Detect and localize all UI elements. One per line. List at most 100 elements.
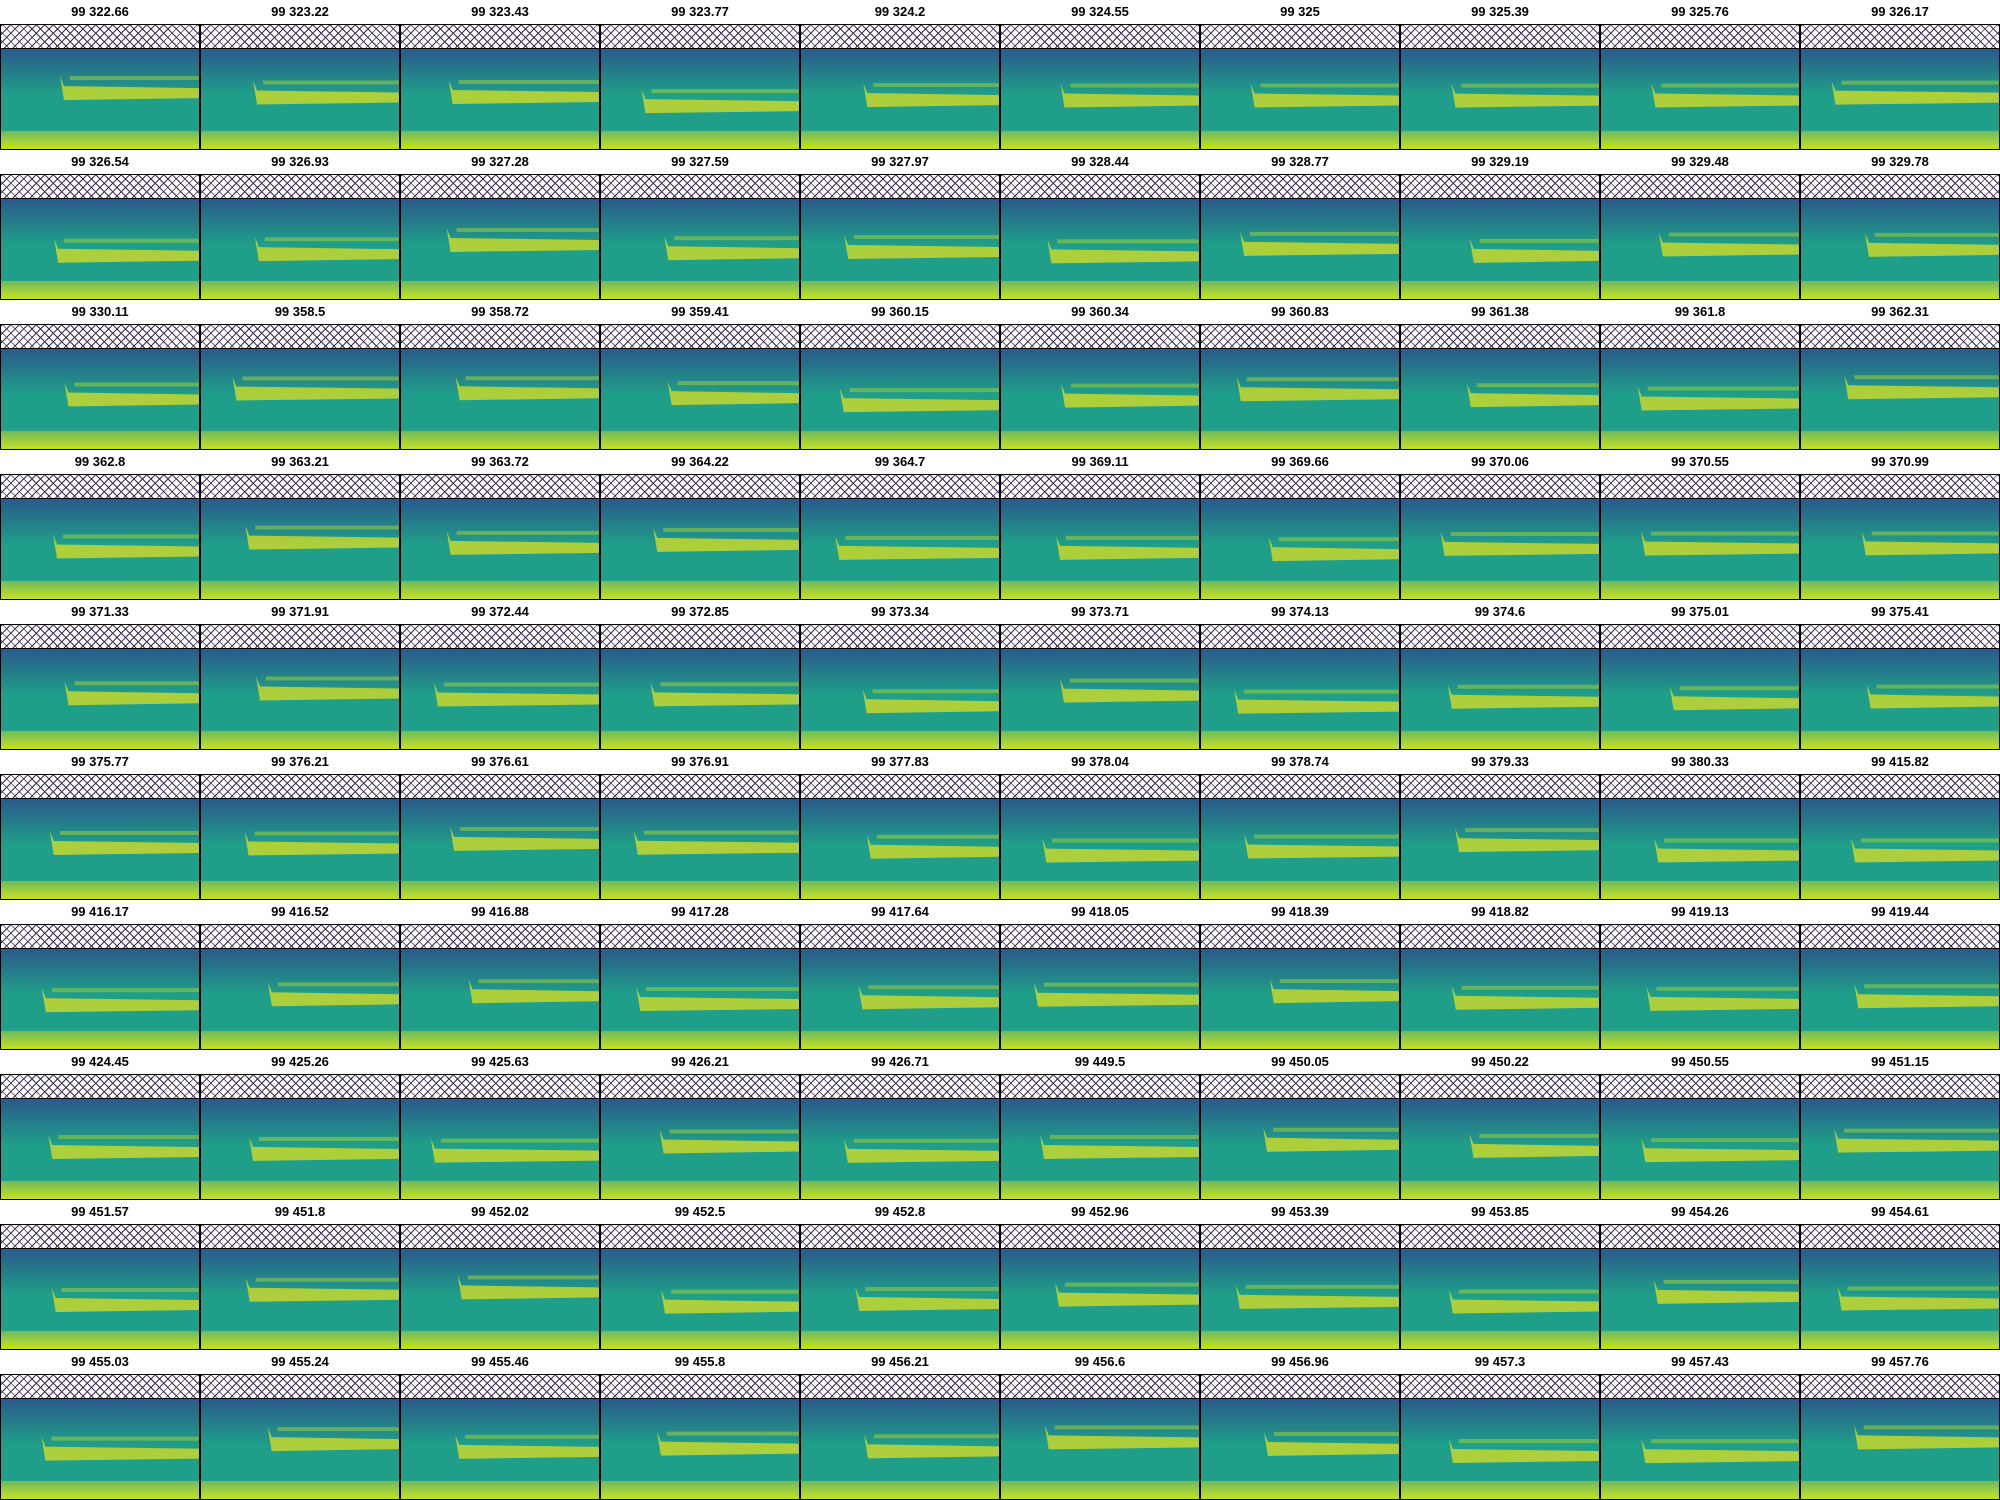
tile-label: 99 379.33 [1471,754,1529,769]
tile-label: 99 450.55 [1671,1054,1729,1069]
spectrogram-image [0,49,200,150]
spectrogram-image [600,949,800,1050]
tile-label: 99 416.88 [471,904,529,919]
hatched-annotation-band [200,774,400,799]
tile-label: 99 377.83 [871,754,929,769]
spectrogram-image [800,349,1000,450]
hatched-annotation-band [1800,1074,2000,1099]
spectrogram-image [1600,949,1800,1050]
spectrogram-image [400,199,600,300]
spectrogram-image [1800,949,2000,1050]
tile-label: 99 453.85 [1471,1204,1529,1219]
tile-label: 99 455.24 [271,1354,329,1369]
hatched-annotation-band [800,774,1000,799]
spectrogram-image [1200,949,1400,1050]
tile-label: 99 370.06 [1471,454,1529,469]
tile-label: 99 452.02 [471,1204,529,1219]
hatched-annotation-band [1200,1074,1400,1099]
spectrogram-tile: 99 323.22 [200,0,400,150]
hatched-annotation-band [400,324,600,349]
spectrogram-image [200,199,400,300]
tile-label: 99 322.66 [71,4,129,19]
hatched-annotation-band [1200,774,1400,799]
tile-label: 99 425.63 [471,1054,529,1069]
spectrogram-image [0,799,200,900]
hatched-annotation-band [200,1374,400,1399]
spectrogram-image [400,1399,600,1500]
tile-label: 99 375.41 [1871,604,1929,619]
spectrogram-image [1400,649,1600,750]
hatched-annotation-band [400,474,600,499]
spectrogram-image [1000,1099,1200,1200]
spectrogram-tile: 99 451.15 [1800,1050,2000,1200]
tile-label: 99 454.26 [1671,1204,1729,1219]
spectrogram-image [1000,349,1200,450]
hatched-annotation-band [800,24,1000,49]
spectrogram-tile: 99 323.77 [600,0,800,150]
hatched-annotation-band [1000,324,1200,349]
spectrogram-tile: 99 376.61 [400,750,600,900]
hatched-annotation-band [1400,1374,1600,1399]
hatched-annotation-band [1400,1074,1600,1099]
spectrogram-tile: 99 456.21 [800,1350,1000,1500]
hatched-annotation-band [1000,24,1200,49]
tile-label: 99 418.39 [1271,904,1329,919]
hatched-annotation-band [400,1374,600,1399]
hatched-annotation-band [400,24,600,49]
hatched-annotation-band [0,774,200,799]
spectrogram-image [0,1249,200,1350]
spectrogram-image [400,49,600,150]
spectrogram-image [600,49,800,150]
spectrogram-image [1200,1249,1400,1350]
hatched-annotation-band [1200,924,1400,949]
spectrogram-tile: 99 374.6 [1400,600,1600,750]
hatched-annotation-band [1400,774,1600,799]
hatched-annotation-band [1600,474,1800,499]
spectrogram-image [600,349,800,450]
spectrogram-tile: 99 329.78 [1800,150,2000,300]
tile-label: 99 457.43 [1671,1354,1729,1369]
hatched-annotation-band [1800,924,2000,949]
spectrogram-image [1000,1249,1200,1350]
tile-label: 99 324.2 [874,4,926,19]
tile-label: 99 452.5 [674,1204,726,1219]
spectrogram-tile: 99 361.8 [1600,300,1800,450]
spectrogram-tile: 99 376.91 [600,750,800,900]
spectrogram-image [1200,1399,1400,1500]
tile-label: 99 323.22 [271,4,329,19]
hatched-annotation-band [1200,1374,1400,1399]
tile-label: 99 456.96 [1271,1354,1329,1369]
spectrogram-image [1400,949,1600,1050]
hatched-annotation-band [1000,624,1200,649]
spectrogram-image [1400,499,1600,600]
spectrogram-image [800,649,1000,750]
tile-label: 99 329.78 [1871,154,1929,169]
tile-label: 99 360.83 [1271,304,1329,319]
spectrogram-image [1600,1099,1800,1200]
spectrogram-image [1200,1099,1400,1200]
spectrogram-image [1800,649,2000,750]
tile-label: 99 376.21 [271,754,329,769]
spectrogram-image [200,949,400,1050]
spectrogram-tile: 99 452.02 [400,1200,600,1350]
spectrogram-tile: 99 322.66 [0,0,200,150]
spectrogram-image [1800,799,2000,900]
hatched-annotation-band [1800,1374,2000,1399]
spectrogram-image [1600,1249,1800,1350]
spectrogram-tile: 99 326.93 [200,150,400,300]
tile-label: 99 457.3 [1474,1354,1526,1369]
spectrogram-image [0,949,200,1050]
spectrogram-tile: 99 362.31 [1800,300,2000,450]
hatched-annotation-band [0,474,200,499]
spectrogram-image [800,199,1000,300]
hatched-annotation-band [1600,1374,1800,1399]
spectrogram-image [1200,349,1400,450]
spectrogram-tile: 99 416.17 [0,900,200,1050]
tile-label: 99 373.34 [871,604,929,619]
hatched-annotation-band [200,474,400,499]
spectrogram-tile: 99 376.21 [200,750,400,900]
tile-label: 99 415.82 [1871,754,1929,769]
spectrogram-image [1000,1399,1200,1500]
spectrogram-image [1800,49,2000,150]
hatched-annotation-band [800,324,1000,349]
